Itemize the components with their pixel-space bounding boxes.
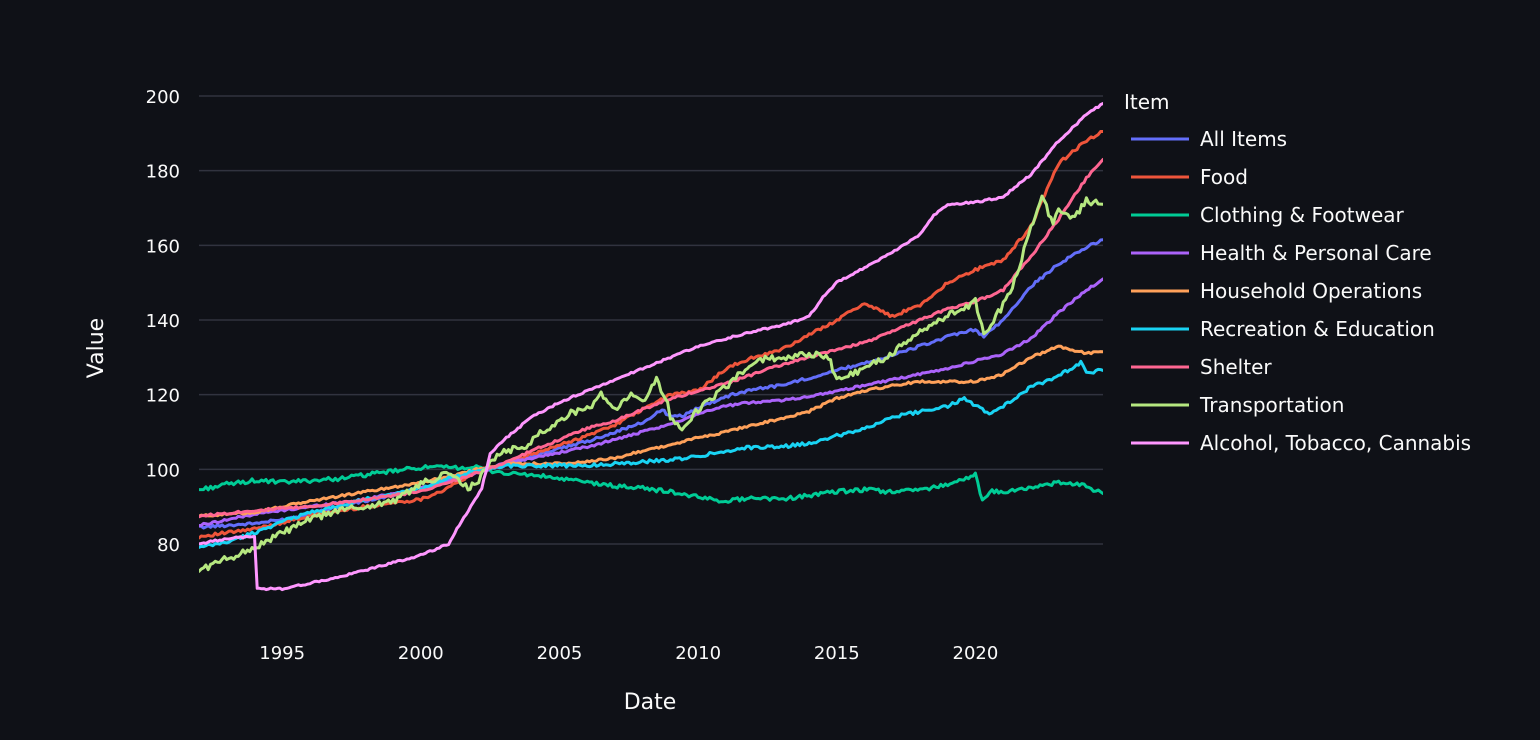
legend-label: Transportation [1199, 393, 1344, 417]
gridlines [199, 95, 1103, 545]
legend-label: Health & Personal Care [1200, 241, 1432, 265]
legend-item[interactable]: Alcohol, Tobacco, Cannabis [1131, 431, 1471, 455]
y-tick-label: 100 [146, 460, 180, 481]
legend-item[interactable]: Clothing & Footwear [1131, 203, 1405, 227]
legend-items: All Items Food Clothing & Footwear Health &… [1131, 127, 1471, 455]
x-axis-ticks: 1995 2000 2005 2010 2015 2020 [259, 643, 998, 664]
legend-label: Food [1200, 165, 1248, 189]
legend: Item All Items Food Clothing & Footwear Hea… [1124, 90, 1471, 455]
x-axis-title: Date [624, 690, 677, 715]
legend-label: Alcohol, Tobacco, Cannabis [1200, 431, 1471, 455]
legend-title: Item [1124, 90, 1170, 114]
y-tick-label: 200 [146, 87, 180, 108]
legend-item[interactable]: Shelter [1131, 355, 1272, 379]
legend-label: Clothing & Footwear [1200, 203, 1405, 227]
series-line-all-items [199, 238, 1103, 530]
x-tick-label: 2015 [814, 643, 860, 664]
y-tick-label: 120 [146, 386, 180, 407]
series-line-shelter [199, 158, 1103, 519]
y-axis-ticks: 80 100 120 140 160 180 200 [146, 87, 180, 556]
legend-item[interactable]: All Items [1131, 127, 1287, 151]
x-tick-label: 2010 [675, 643, 721, 664]
legend-label: Household Operations [1200, 279, 1422, 303]
legend-item[interactable]: Recreation & Education [1131, 317, 1435, 341]
y-axis-title: Value [84, 318, 109, 378]
legend-item[interactable]: Food [1131, 165, 1248, 189]
y-tick-label: 80 [157, 535, 180, 556]
series-line-alcohol-tobacco-cannabis [199, 102, 1103, 592]
legend-item[interactable]: Health & Personal Care [1131, 241, 1432, 265]
legend-label: All Items [1200, 127, 1287, 151]
x-tick-label: 1995 [259, 643, 305, 664]
series-lines [199, 102, 1103, 592]
plot-area [199, 102, 1103, 592]
legend-item[interactable]: Household Operations [1131, 279, 1422, 303]
y-tick-label: 180 [146, 162, 180, 183]
y-tick-label: 140 [146, 311, 180, 332]
y-tick-label: 160 [146, 236, 180, 257]
legend-item[interactable]: Transportation [1131, 393, 1344, 417]
series-line-clothing-footwear [199, 464, 1103, 504]
x-tick-label: 2000 [398, 643, 444, 664]
series-line-household-operations [199, 344, 1103, 518]
legend-label: Recreation & Education [1200, 317, 1435, 341]
x-tick-label: 2005 [537, 643, 583, 664]
x-tick-label: 2020 [953, 643, 999, 664]
series-line-transportation [199, 194, 1103, 573]
legend-label: Shelter [1200, 355, 1272, 379]
